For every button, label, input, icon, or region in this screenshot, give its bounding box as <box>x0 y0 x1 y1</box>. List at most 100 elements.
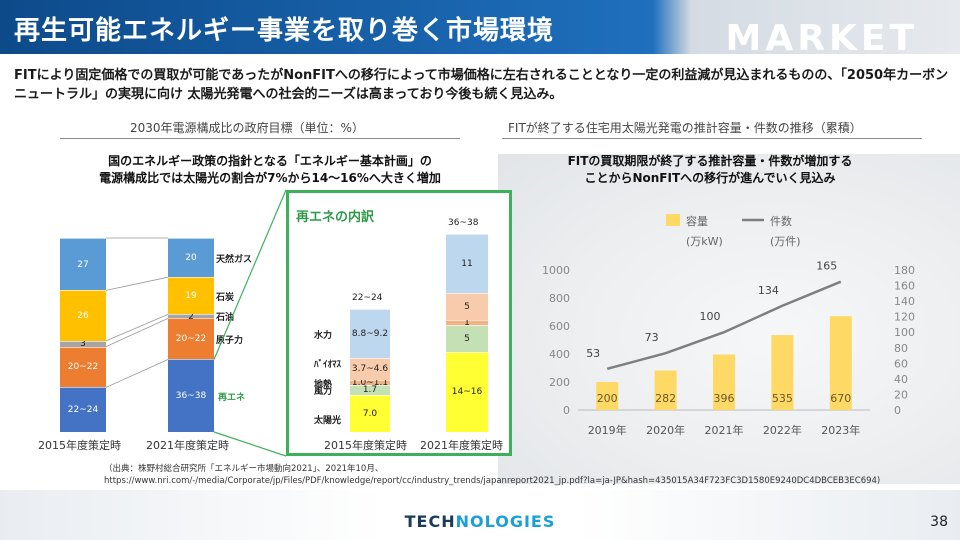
lead-text: FITにより固定価格での買取が可能であったがNonFITへの移行によって市場価格… <box>14 68 949 102</box>
legend-count-unit: (万件) <box>770 235 801 248</box>
x-category-label: 2023年 <box>821 423 860 437</box>
x-category-label: 2020年 <box>646 423 685 437</box>
renewables-series-label: 地熱 <box>314 379 333 390</box>
mix-connector-line <box>105 314 169 342</box>
mix-series-label: 石油 <box>216 313 235 324</box>
footer-brand: TECHNOLOGIES <box>0 512 960 531</box>
mix-bar-segment: 26 <box>60 290 106 341</box>
renewables-bar-segment: 14~16 <box>446 351 488 432</box>
y-left-tick-label: 0 <box>563 404 570 417</box>
mix-series-label: 再エネ <box>218 392 246 403</box>
renewables-total-label: 36~38 <box>448 218 479 228</box>
brand-prefix: TECH <box>404 512 456 531</box>
x-category-label: 2021年 <box>705 423 744 437</box>
capacity-bar <box>771 335 794 410</box>
y-left-tick-label: 200 <box>549 376 570 389</box>
renewables-bar-segment: 5 <box>446 292 488 320</box>
mix-bar-segment: 3 <box>60 339 106 349</box>
mix-bar-segment: 36~38 <box>168 359 214 432</box>
count-line <box>606 280 842 370</box>
y-right-tick-label: 80 <box>894 342 908 355</box>
y-right-tick-label: 160 <box>894 280 915 293</box>
mix-bar-segment: 27 <box>60 238 106 291</box>
renewables-total-label: 22~24 <box>352 293 383 304</box>
left-subtitle: 国のエネルギー政策の指針となる「エネルギー基本計画」の 電源構成比では太陽光の割… <box>60 153 480 187</box>
renewables-bar-segment: 1 <box>446 318 488 328</box>
right-background <box>498 154 960 484</box>
renewables-bar-segment: 8.8~9.2 <box>350 309 390 358</box>
legend-capacity-swatch <box>666 214 680 226</box>
renewables-bar-segment: 5 <box>446 324 488 352</box>
y-right-tick-label: 60 <box>894 357 908 370</box>
legend-capacity-unit: (万kW) <box>686 235 723 248</box>
y-right-tick-label: 20 <box>894 388 908 401</box>
capacity-bar <box>829 316 852 410</box>
y-left-tick-label: 400 <box>549 348 570 361</box>
capacity-data-label: 670 <box>830 392 851 405</box>
mix-series-label: 原子力 <box>216 335 244 346</box>
renewables-zoom-line <box>213 431 287 457</box>
renewables-bar-segment: 1.0~1.1 <box>350 378 390 389</box>
mix-series-label: 天然ガス <box>216 254 253 265</box>
y-right-tick-label: 180 <box>894 264 915 277</box>
source-line2: https://www.nri.com/-/media/Corporate/jp… <box>104 476 881 486</box>
mix-bar-segment: 20~22 <box>60 346 106 388</box>
mix-bar-segment: 20~22 <box>168 318 214 360</box>
right-section-rule <box>502 138 922 139</box>
y-right-tick-label: 40 <box>894 373 908 386</box>
capacity-data-label: 282 <box>655 392 676 405</box>
page-number: 38 <box>930 514 948 530</box>
x-category-label: 2022年 <box>763 423 802 437</box>
capacity-data-label: 535 <box>772 392 793 405</box>
mix-category-label: 2021年度策定時 <box>146 439 229 452</box>
renewables-series-label: 風力 <box>314 386 333 397</box>
right-subtitle-line1: FITの買取期限が終了する推計容量・件数が増加する <box>567 154 853 168</box>
y-left-tick-label: 800 <box>549 292 570 305</box>
x-category-label: 2019年 <box>588 423 627 437</box>
count-data-label: 73 <box>645 331 659 344</box>
capacity-bar <box>596 382 619 410</box>
count-data-label: 134 <box>758 284 779 297</box>
capacity-bar <box>654 370 677 410</box>
renewables-zoom-line <box>213 189 287 360</box>
left-subtitle-line2: 電源構成比では太陽光の割合が7%から14〜16%へ大きく増加 <box>99 171 441 185</box>
renewables-series-label: ﾊﾞｲｵﾏｽ <box>314 359 342 370</box>
mix-bar-segment: 22~24 <box>60 387 106 432</box>
capacity-data-label: 200 <box>597 392 618 405</box>
y-left-tick-label: 1000 <box>542 264 570 277</box>
renewables-breakdown-title: 再エネの内訳 <box>296 210 375 225</box>
mix-series-label: 石炭 <box>216 292 235 303</box>
y-right-tick-label: 100 <box>894 326 915 339</box>
renewables-bar-segment: 7.0 <box>350 394 390 432</box>
renewables-bar-segment: 1.7 <box>350 385 390 395</box>
mix-bar-segment: 19 <box>168 277 214 315</box>
legend-capacity-label: 容量 <box>686 214 708 228</box>
count-data-label: 53 <box>586 347 600 360</box>
renewables-category-label: 2015年度策定時 <box>324 439 407 452</box>
left-section-heading: 2030年電源構成比の政府目標（単位：%） <box>130 121 364 135</box>
left-subtitle-line1: 国のエネルギー政策の指針となる「エネルギー基本計画」の <box>108 154 432 168</box>
mix-connector-line <box>105 276 169 291</box>
source-note: （出典：株野村総合研究所「エネルギー市場動向2021」、2021年10月、 ht… <box>104 463 880 487</box>
left-section-rule <box>60 138 460 139</box>
capacity-data-label: 396 <box>714 392 735 405</box>
renewables-bar-segment: 11 <box>446 234 488 293</box>
renewables-series-label: 太陽光 <box>314 416 342 427</box>
footer-bar <box>0 490 960 540</box>
header-bar: 再生可能エネルギー事業を取り巻く市場環境 MARKET <box>0 0 960 54</box>
y-right-tick-label: 120 <box>894 311 915 324</box>
y-left-tick-label: 600 <box>549 320 570 333</box>
legend-count-label: 件数 <box>770 215 792 228</box>
mix-connector-line <box>105 317 169 348</box>
right-section-heading: FITが終了する住宅用太陽光発電の推計容量・件数の推移（累積） <box>508 121 862 135</box>
right-subtitle: FITの買取期限が終了する推計容量・件数が増加する ことからNonFITへの移行… <box>530 153 890 187</box>
section-word: MARKET <box>725 22 918 54</box>
count-data-label: 165 <box>816 260 837 273</box>
mix-bar-segment: 20 <box>168 238 214 278</box>
count-data-label: 100 <box>700 310 721 323</box>
right-subtitle-line2: ことからNonFITへの移行が進んでいく見込み <box>584 171 836 185</box>
source-line1: （出典：株野村総合研究所「エネルギー市場動向2021」、2021年10月、 <box>104 464 384 474</box>
mix-connector-line <box>105 359 169 388</box>
